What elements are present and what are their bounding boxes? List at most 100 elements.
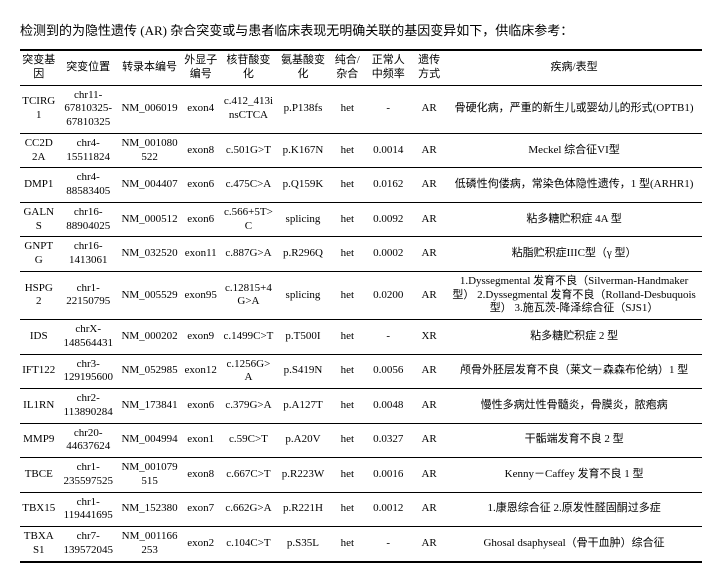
cell-aa: splicing bbox=[276, 271, 331, 319]
cell-pos: chr16-88904025 bbox=[58, 202, 119, 237]
cell-inherit: AR bbox=[412, 202, 446, 237]
cell-disease: Ghosal dsaphyseal（骨干血肿）综合征 bbox=[446, 527, 702, 562]
cell-disease: 慢性多病灶性骨髓炎，骨膜炎，脓疱病 bbox=[446, 389, 702, 424]
cell-nt: c.379G>A bbox=[221, 389, 276, 424]
cell-nt: c.59C>T bbox=[221, 423, 276, 458]
th-freq: 正常人中频率 bbox=[364, 50, 412, 85]
cell-transcript: NM_000202 bbox=[119, 320, 180, 355]
cell-gene: TBX15 bbox=[20, 492, 58, 527]
cell-transcript: NM_001166253 bbox=[119, 527, 180, 562]
table-row: DMP1chr4-88583405NM_004407exon6c.475C>Ap… bbox=[20, 168, 702, 203]
cell-transcript: NM_004407 bbox=[119, 168, 180, 203]
table-row: GALNSchr16-88904025NM_000512exon6c.566+5… bbox=[20, 202, 702, 237]
cell-pos: chr2-113890284 bbox=[58, 389, 119, 424]
cell-gene: MMP9 bbox=[20, 423, 58, 458]
variants-table: 突变基因 突变位置 转录本编号 外显子编号 核苷酸变化 氨基酸变化 纯合/杂合 … bbox=[20, 49, 702, 563]
cell-freq: - bbox=[364, 320, 412, 355]
cell-hethom: het bbox=[330, 354, 364, 389]
cell-exon: exon7 bbox=[180, 492, 221, 527]
cell-gene: TCIRG1 bbox=[20, 85, 58, 133]
cell-freq: 0.0002 bbox=[364, 237, 412, 272]
th-transcript: 转录本编号 bbox=[119, 50, 180, 85]
cell-pos: chr11-67810325-67810325 bbox=[58, 85, 119, 133]
table-row: IL1RNchr2-113890284NM_173841exon6c.379G>… bbox=[20, 389, 702, 424]
cell-hethom: het bbox=[330, 133, 364, 168]
cell-freq: 0.0056 bbox=[364, 354, 412, 389]
cell-disease: 粘脂贮积症IIIC型（γ 型） bbox=[446, 237, 702, 272]
cell-aa: p.T500I bbox=[276, 320, 331, 355]
cell-transcript: NM_032520 bbox=[119, 237, 180, 272]
cell-aa: p.A20V bbox=[276, 423, 331, 458]
cell-transcript: NM_005529 bbox=[119, 271, 180, 319]
cell-gene: GALNS bbox=[20, 202, 58, 237]
cell-freq: - bbox=[364, 85, 412, 133]
cell-hethom: het bbox=[330, 85, 364, 133]
cell-inherit: AR bbox=[412, 423, 446, 458]
cell-inherit: AR bbox=[412, 354, 446, 389]
cell-hethom: het bbox=[330, 168, 364, 203]
cell-nt: c.662G>A bbox=[221, 492, 276, 527]
cell-exon: exon8 bbox=[180, 133, 221, 168]
cell-disease: 1.康恩综合征 2.原发性醛固酮过多症 bbox=[446, 492, 702, 527]
cell-transcript: NM_152380 bbox=[119, 492, 180, 527]
cell-pos: chr1-22150795 bbox=[58, 271, 119, 319]
cell-exon: exon8 bbox=[180, 458, 221, 493]
cell-hethom: het bbox=[330, 237, 364, 272]
cell-hethom: het bbox=[330, 492, 364, 527]
cell-exon: exon6 bbox=[180, 389, 221, 424]
cell-pos: chr20-44637624 bbox=[58, 423, 119, 458]
th-exon: 外显子编号 bbox=[180, 50, 221, 85]
cell-hethom: het bbox=[330, 389, 364, 424]
cell-transcript: NM_004994 bbox=[119, 423, 180, 458]
cell-nt: c.475C>A bbox=[221, 168, 276, 203]
cell-inherit: AR bbox=[412, 389, 446, 424]
cell-aa: p.S419N bbox=[276, 354, 331, 389]
cell-hethom: het bbox=[330, 320, 364, 355]
cell-disease: Kenny－Caffey 发育不良 1 型 bbox=[446, 458, 702, 493]
cell-gene: GNPTG bbox=[20, 237, 58, 272]
cell-inherit: AR bbox=[412, 85, 446, 133]
cell-exon: exon4 bbox=[180, 85, 221, 133]
th-hethom: 纯合/杂合 bbox=[330, 50, 364, 85]
cell-nt: c.412_413insCTCA bbox=[221, 85, 276, 133]
cell-transcript: NM_001079515 bbox=[119, 458, 180, 493]
table-row: MMP9chr20-44637624NM_004994exon1c.59C>Tp… bbox=[20, 423, 702, 458]
th-nt: 核苷酸变化 bbox=[221, 50, 276, 85]
cell-pos: chr1-119441695 bbox=[58, 492, 119, 527]
cell-exon: exon6 bbox=[180, 168, 221, 203]
table-row: TCIRG1chr11-67810325-67810325NM_006019ex… bbox=[20, 85, 702, 133]
intro-text: 检测到的为隐性遗传 (AR) 杂合突变或与患者临床表现无明确关联的基因变异如下，… bbox=[20, 20, 702, 39]
cell-aa: p.P138fs bbox=[276, 85, 331, 133]
cell-nt: c.1256G>A bbox=[221, 354, 276, 389]
cell-nt: c.667C>T bbox=[221, 458, 276, 493]
cell-pos: chrX-148564431 bbox=[58, 320, 119, 355]
cell-disease: 颅骨外胚层发育不良（莱文－森森布伦纳）1 型 bbox=[446, 354, 702, 389]
cell-inherit: AR bbox=[412, 271, 446, 319]
th-aa: 氨基酸变化 bbox=[276, 50, 331, 85]
th-pos: 突变位置 bbox=[58, 50, 119, 85]
cell-hethom: het bbox=[330, 202, 364, 237]
cell-disease: 粘多糖贮积症 2 型 bbox=[446, 320, 702, 355]
cell-nt: c.104C>T bbox=[221, 527, 276, 562]
cell-exon: exon11 bbox=[180, 237, 221, 272]
cell-exon: exon9 bbox=[180, 320, 221, 355]
cell-disease: 1.Dyssegmental 发育不良（Silverman-Handmaker … bbox=[446, 271, 702, 319]
cell-aa: p.A127T bbox=[276, 389, 331, 424]
cell-exon: exon1 bbox=[180, 423, 221, 458]
cell-disease: Meckel 综合征VI型 bbox=[446, 133, 702, 168]
cell-gene: IL1RN bbox=[20, 389, 58, 424]
cell-freq: - bbox=[364, 527, 412, 562]
cell-inherit: AR bbox=[412, 237, 446, 272]
cell-nt: c.1499C>T bbox=[221, 320, 276, 355]
cell-disease: 干骺端发育不良 2 型 bbox=[446, 423, 702, 458]
cell-freq: 0.0092 bbox=[364, 202, 412, 237]
cell-aa: splicing bbox=[276, 202, 331, 237]
cell-disease: 粘多糖贮积症 4A 型 bbox=[446, 202, 702, 237]
cell-transcript: NM_006019 bbox=[119, 85, 180, 133]
cell-exon: exon2 bbox=[180, 527, 221, 562]
table-row: TBXAS1chr7-139572045NM_001166253exon2c.1… bbox=[20, 527, 702, 562]
th-disease: 疾病/表型 bbox=[446, 50, 702, 85]
cell-hethom: het bbox=[330, 458, 364, 493]
cell-freq: 0.0200 bbox=[364, 271, 412, 319]
cell-nt: c.887G>A bbox=[221, 237, 276, 272]
